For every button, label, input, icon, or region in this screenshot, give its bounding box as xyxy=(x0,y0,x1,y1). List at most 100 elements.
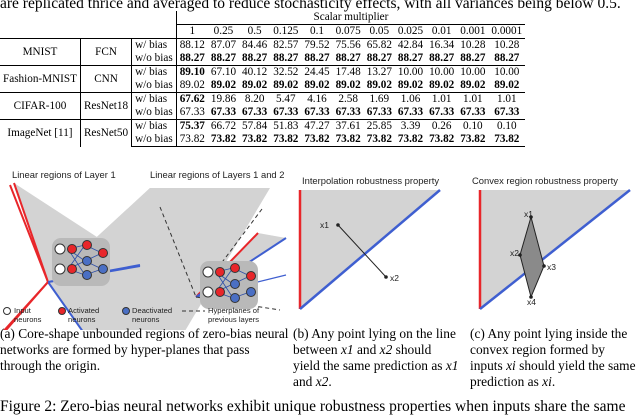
value-cell: 73.82 xyxy=(488,133,526,147)
multiplier-header-cell: 0.125 xyxy=(270,24,302,39)
dataset-cell: ImageNet [11] xyxy=(0,119,81,147)
value-cell: 88.27 xyxy=(175,52,208,66)
caption-b-x1: x1 xyxy=(340,342,354,357)
model-cell: ResNet50 xyxy=(79,119,132,147)
value-cell: 84.46 xyxy=(239,38,271,52)
label-x2: x2 xyxy=(510,248,519,258)
value-cell: 47.27 xyxy=(301,119,333,133)
value-cell: 57.84 xyxy=(239,119,271,133)
label-x4: x4 xyxy=(527,297,536,307)
figure-c xyxy=(478,189,631,310)
label-x3: x3 xyxy=(547,262,556,272)
value-cell: 10.00 xyxy=(488,65,526,79)
value-cell: 82.57 xyxy=(270,38,302,52)
label-x1: x1 xyxy=(524,209,533,219)
value-cell: 67.33 xyxy=(273,106,299,118)
label-x1: x1 xyxy=(320,220,329,230)
value-cell: 0.10 xyxy=(488,119,526,133)
legend-hyperplanes: Hyperplanes of previous layers xyxy=(208,306,260,324)
value-cell: 89.02 xyxy=(242,79,268,91)
bias-cell: w/ bias xyxy=(131,119,177,133)
multiplier-header-cell: 1 xyxy=(175,24,208,39)
value-cell: 88.27 xyxy=(460,52,486,64)
value-cell: 73.82 xyxy=(394,133,427,147)
value-cell: 67.33 xyxy=(494,106,520,118)
bias-cell: w/o bias xyxy=(131,133,177,147)
hyperplane-1 xyxy=(159,206,197,298)
value-cell: 89.02 xyxy=(175,79,208,93)
value-cell: 37.61 xyxy=(332,119,364,133)
blue-boundary xyxy=(479,189,631,310)
value-cell: 67.33 xyxy=(460,106,486,118)
value-cell: 25.85 xyxy=(363,119,395,133)
value-cell: 10.00 xyxy=(394,65,427,79)
value-cell: 42.84 xyxy=(394,38,427,52)
caption-b: (b) Any point lying on the line between … xyxy=(293,326,459,389)
value-cell: 79.52 xyxy=(301,38,333,52)
value-cell: 75.37 xyxy=(175,119,208,133)
table-row: w/o bias 67.33 67.33 67.33 67.33 67.33 67.33 67… xyxy=(0,106,525,120)
legend-deactivated: Deactivated neurons xyxy=(132,306,173,324)
value-cell: 1.01 xyxy=(488,92,526,106)
value-cell: 88.27 xyxy=(494,52,520,64)
legend-input-marker xyxy=(3,307,11,315)
red-lower xyxy=(3,281,49,330)
model-cell: ResNet18 xyxy=(79,92,132,120)
point-x1 xyxy=(336,223,340,227)
value-cell: 19.86 xyxy=(207,92,240,106)
bias-cell: w/ bias xyxy=(131,38,177,52)
value-cell: 89.02 xyxy=(335,79,361,91)
value-cell: 73.82 xyxy=(270,133,302,147)
value-cell: 89.02 xyxy=(494,79,520,91)
model-cell: FCN xyxy=(79,38,132,66)
caption-a: (a) Core-shape unbounded regions of zero… xyxy=(0,326,289,373)
table-row: CIFAR-100 ResNet18 w/ bias 67.62 19.86 8.20 5.… xyxy=(0,92,526,120)
value-cell: 3.39 xyxy=(394,119,427,133)
value-cell: 88.27 xyxy=(335,52,361,64)
value-cell: 0.10 xyxy=(457,119,489,133)
value-cell: 73.82 xyxy=(175,133,208,147)
multiplier-header-cell: 0.075 xyxy=(332,24,364,39)
value-cell: 73.82 xyxy=(457,133,489,147)
value-cell: 16.34 xyxy=(426,38,458,52)
value-cell: 13.27 xyxy=(363,65,395,79)
value-cell: 40.12 xyxy=(239,65,271,79)
value-cell: 73.82 xyxy=(332,133,364,147)
point-x3 xyxy=(542,264,546,268)
table-row: ImageNet [11] ResNet50 w/ bias 75.37 66.72 57… xyxy=(0,119,526,147)
results-table-body: Scalar multiplier 1 0.25 0.5 0.125 0.1 0.075 0… xyxy=(0,11,526,147)
multiplier-header-cell: 0.025 xyxy=(394,24,427,39)
value-cell: 66.72 xyxy=(207,119,240,133)
label-x2: x2 xyxy=(390,273,399,283)
point-x2 xyxy=(384,275,388,279)
value-cell: 4.16 xyxy=(301,92,333,106)
value-cell: 89.02 xyxy=(460,79,486,91)
value-cell: 67.33 xyxy=(335,106,361,118)
multiplier-header-cell: 0.01 xyxy=(426,24,458,39)
value-cell: 67.33 xyxy=(429,106,455,118)
point-x4 xyxy=(529,295,533,299)
value-cell: 67.33 xyxy=(175,106,208,120)
value-cell: 0.26 xyxy=(426,119,458,133)
table-row: Fashion-MNIST CNN w/ bias 89.10 67.10 40.12 32… xyxy=(0,65,526,93)
bias-cell: w/ bias xyxy=(131,92,177,106)
multiplier-header-cell: 0.25 xyxy=(207,24,240,39)
point-x2 xyxy=(518,253,522,257)
value-cell: 88.27 xyxy=(210,52,237,64)
legend-activated: Activated neurons xyxy=(68,306,100,324)
value-cell: 8.20 xyxy=(239,92,271,106)
value-cell: 89.02 xyxy=(397,79,424,91)
table-row: w/o bias 88.27 88.27 88.27 88.27 88.27 88.27 88… xyxy=(0,52,525,66)
dataset-cell: Fashion-MNIST xyxy=(0,65,81,93)
value-cell: 65.82 xyxy=(363,38,395,52)
fig-c-title: Convex region robustness property xyxy=(472,175,618,186)
blue-boundary xyxy=(47,281,83,330)
value-cell: 51.83 xyxy=(270,119,302,133)
value-cell: 67.33 xyxy=(304,106,330,118)
value-cell: 88.27 xyxy=(242,52,268,64)
value-cell: 67.33 xyxy=(242,106,268,118)
value-cell: 88.27 xyxy=(304,52,330,64)
value-cell: 73.82 xyxy=(363,133,395,147)
value-cell: 87.07 xyxy=(207,38,240,52)
value-cell: 24.45 xyxy=(301,65,333,79)
